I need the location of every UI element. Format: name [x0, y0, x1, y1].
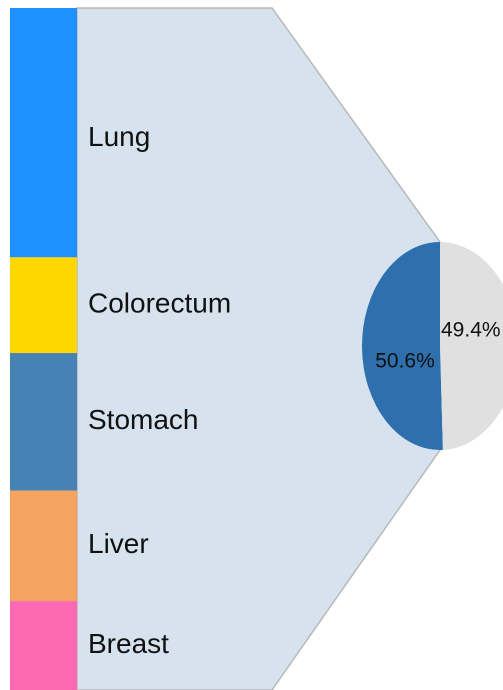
category-label: Liver [88, 528, 149, 559]
data-label: 49.4% [441, 319, 501, 342]
category-label: Stomach [88, 404, 199, 435]
bar-segment [10, 353, 77, 491]
bar-segment [10, 8, 77, 258]
category-label: Colorectum [88, 288, 231, 319]
bar-segment [10, 490, 77, 602]
data-label: 50.6% [375, 350, 435, 373]
category-label: Lung [88, 121, 150, 152]
category-label: Breast [88, 628, 169, 659]
connector [76, 7, 441, 690]
bar-segment [10, 257, 77, 354]
bar-segment [10, 601, 77, 690]
pie-slice [362, 242, 443, 450]
pie-slice [440, 242, 503, 450]
